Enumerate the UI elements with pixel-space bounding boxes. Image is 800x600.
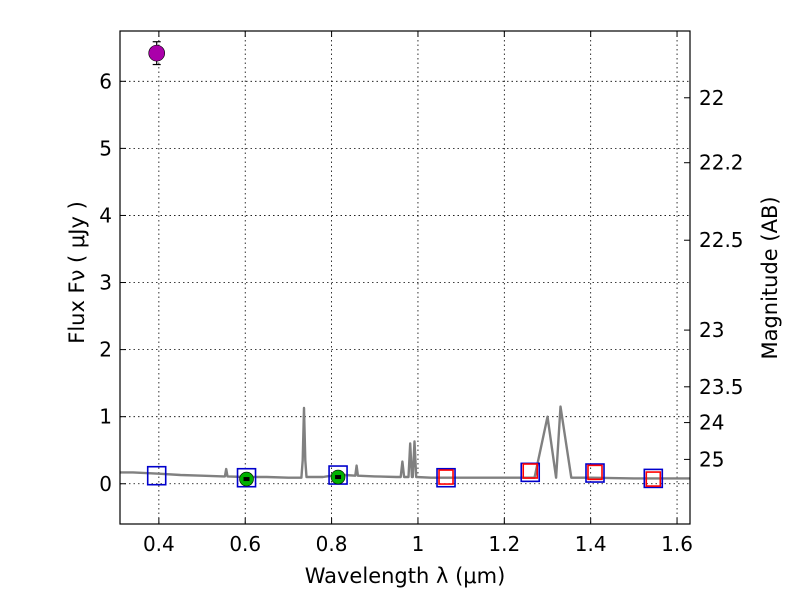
y-tick-label: 5 <box>99 136 112 160</box>
y2-tick-label: 23 <box>699 318 724 342</box>
x-tick-label: 1.6 <box>661 532 693 556</box>
circle-marker <box>148 44 166 62</box>
y-tick-label: 0 <box>99 472 112 496</box>
circle-marker-core <box>243 477 250 482</box>
y2-tick-label: 22.5 <box>699 228 744 252</box>
spectrum-line <box>120 405 690 480</box>
x-tick-label: 0.8 <box>316 532 348 556</box>
axis-ticks: 0.4 0.6 0.8 1 1.2 1.4 1.601234562222.222.52323… <box>99 31 744 556</box>
grid <box>120 31 690 524</box>
x-tick-label: 0.6 <box>229 532 261 556</box>
y2-tick-label: 25 <box>699 447 724 471</box>
square-marker <box>585 463 605 483</box>
y-tick-label: 3 <box>99 271 112 295</box>
y2-tick-label: 24 <box>699 411 724 435</box>
y-tick-label: 1 <box>99 405 112 429</box>
circle-marker-core <box>335 475 342 480</box>
y-tick-label: 2 <box>99 338 112 362</box>
square-marker <box>587 464 603 481</box>
plot-frame <box>119 30 691 525</box>
x-tick-label: 0.4 <box>143 532 175 556</box>
x-axis-title: Wavelength λ (μm) <box>305 564 506 588</box>
square-marker <box>645 471 662 487</box>
square-marker <box>146 465 167 486</box>
x-tick-label: 1 <box>412 532 425 556</box>
y2-tick-label: 23.5 <box>699 375 744 399</box>
y2-tick-label: 22.2 <box>699 151 744 175</box>
y2-tick-label: 22 <box>699 86 724 110</box>
square-marker <box>436 467 456 488</box>
y2-axis-title: Magnitude (AB) <box>758 196 782 359</box>
x-tick-label: 1.4 <box>575 532 607 556</box>
y-tick-label: 6 <box>99 69 112 93</box>
square-marker <box>522 463 539 479</box>
square-marker <box>236 467 257 488</box>
template-spectrum <box>120 405 690 480</box>
square-marker <box>438 469 454 485</box>
y-tick-label: 4 <box>99 203 112 227</box>
photometry-points <box>146 41 664 489</box>
y-axis-title: Flux Fν ( μJy ) <box>65 201 89 344</box>
square-marker <box>643 468 664 489</box>
x-tick-label: 1.2 <box>488 532 520 556</box>
